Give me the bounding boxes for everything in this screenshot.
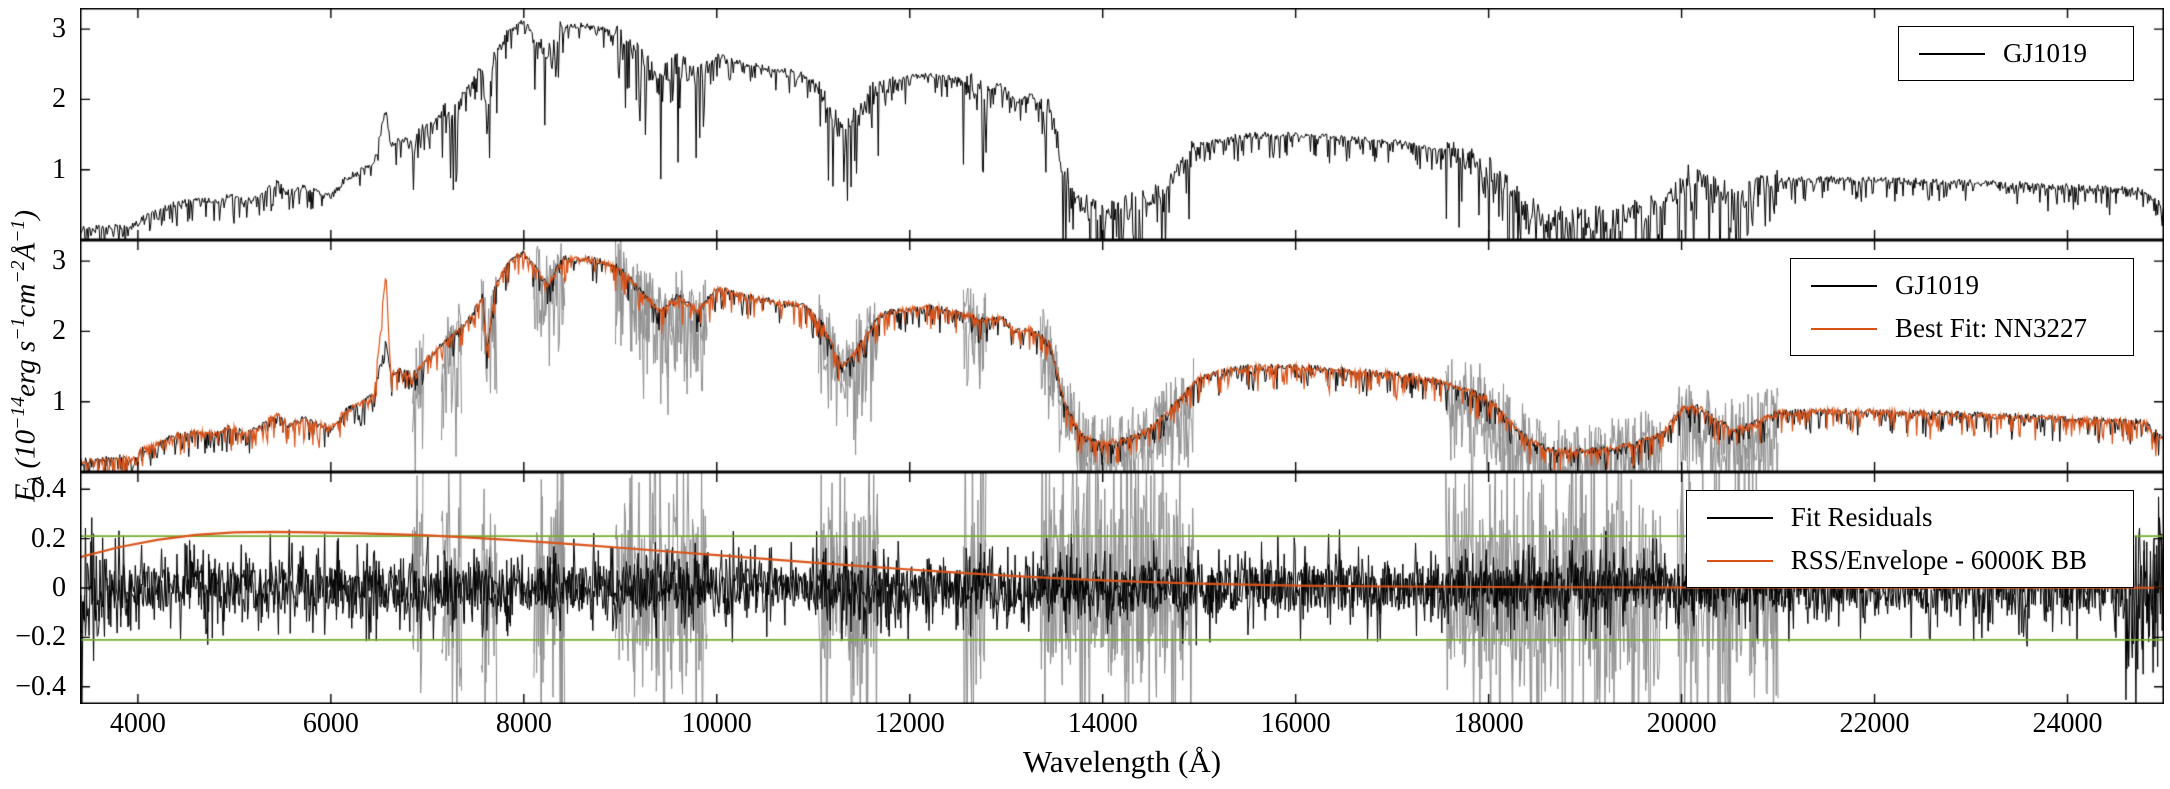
legend-line-sample-icon [1706,559,1773,562]
legend-box: GJ1019 [1897,26,2134,81]
y-tick-label: 0.4 [31,473,66,505]
legend-line-sample-icon [1918,52,1985,55]
legend-entry: Best Fit: NN3227 [1810,312,2087,345]
x-tick-label: 10000 [681,708,752,739]
y-tick-labels: −0.4 −0.2 0 0.2 0.4 [0,472,72,704]
y-tick-label: 3 [52,13,66,45]
y-tick-label: 2 [52,83,66,115]
legend-label: GJ1019 [1894,270,1979,300]
x-tick-label: 20000 [1646,708,1717,739]
legend-box: Fit Residuals RSS/Envelope - 6000K BB [1685,490,2134,588]
observed-spectrum-canvas [80,8,2164,240]
legend-entry: GJ1019 [1810,269,2087,302]
x-tick-label: 24000 [2032,708,2103,739]
legend-label: GJ1019 [2002,38,2087,68]
legend-line-sample-icon [1810,284,1877,287]
legend-box: GJ1019 Best Fit: NN3227 [1789,258,2134,356]
legend-label: RSS/Envelope - 6000K BB [1790,545,2087,575]
y-tick-label: 0 [52,572,66,603]
legend-entry: RSS/Envelope - 6000K BB [1706,544,2087,577]
x-tick-labels: 4000 6000 8000 10000 12000 14000 16000 18000 200… [0,708,2170,744]
x-tick-label: 12000 [874,708,945,739]
observed-spectrum-panel: 1 2 3 GJ1019 [52,8,2164,240]
x-axis-label: Wavelength (Å) [1022,744,1222,779]
legend-line-sample-icon [1706,516,1773,519]
y-tick-labels: 1 2 3 [0,8,72,240]
y-tick-label: 0.2 [31,522,66,554]
y-tick-label: 3 [52,245,66,277]
x-tick-label: 8000 [495,708,552,739]
x-tick-label: 16000 [1260,708,1331,739]
y-tick-label: −0.4 [15,670,66,702]
x-tick-label: 22000 [1839,708,1910,739]
legend-entry: Fit Residuals [1706,501,2087,534]
x-tick-label: 6000 [302,708,359,739]
y-tick-label: 2 [52,315,66,347]
y-tick-label: 1 [52,385,66,417]
legend-line-sample-icon [1810,327,1877,330]
legend-entry: GJ1019 [1918,37,2087,70]
y-tick-label: −0.2 [15,621,66,653]
x-tick-label: 4000 [109,708,166,739]
legend-label: Fit Residuals [1790,502,1933,532]
y-tick-label: 1 [52,153,66,185]
residuals-panel: −0.4 −0.2 0 0.2 0.4 Fit Residuals RSS/Envelop… [15,472,2164,704]
y-tick-labels: 1 2 3 [0,240,72,472]
legend-label: Best Fit: NN3227 [1894,313,2087,343]
x-tick-label: 14000 [1067,708,1138,739]
model-fit-panel: 1 2 3 GJ1019 Best Fit: NN3227 [52,240,2164,472]
x-tick-label: 18000 [1453,708,1524,739]
